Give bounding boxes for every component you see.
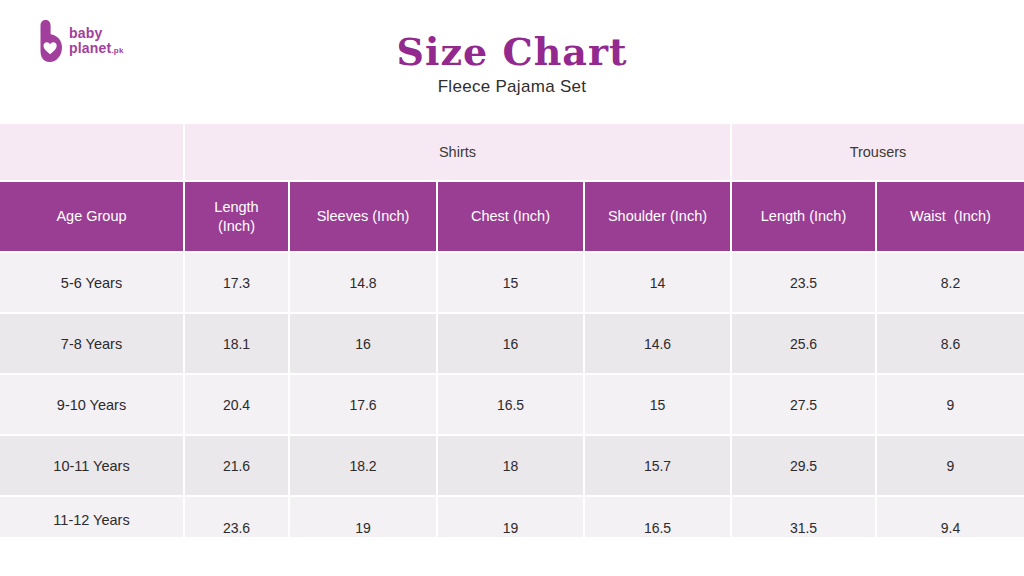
value-cell: 23.5 <box>732 253 875 312</box>
table-row: 10-11 Years 21.6 18.2 18 15.7 29.5 9 <box>0 436 1024 495</box>
value-cell: 8.6 <box>877 314 1024 373</box>
column-header-age-group: Age Group <box>0 182 183 251</box>
value-cell: 29.5 <box>732 436 875 495</box>
value-cell: 31.5 <box>732 497 875 537</box>
column-header-shoulder: Shoulder (Inch) <box>585 182 730 251</box>
age-group-cell: 10-11 Years <box>0 436 183 495</box>
value-cell: 20.4 <box>185 375 288 434</box>
column-header-sleeves: Sleeves (Inch) <box>290 182 436 251</box>
value-cell: 9.4 <box>877 497 1024 537</box>
value-cell: 16 <box>438 314 583 373</box>
group-cell-empty <box>0 124 183 180</box>
title-block: Size Chart Fleece Pajama Set <box>0 30 1024 97</box>
column-group-row: Shirts Trousers <box>0 124 1024 180</box>
column-header-row: Age Group Length (Inch) Sleeves (Inch) C… <box>0 182 1024 251</box>
column-header-waist: Waist (Inch) <box>877 182 1024 251</box>
value-cell: 18 <box>438 436 583 495</box>
value-cell: 16 <box>290 314 436 373</box>
value-cell: 27.5 <box>732 375 875 434</box>
age-group-cell: 5-6 Years <box>0 253 183 312</box>
value-cell: 8.2 <box>877 253 1024 312</box>
value-cell: 25.6 <box>732 314 875 373</box>
value-cell: 19 <box>438 497 583 537</box>
column-header-chest: Chest (Inch) <box>438 182 583 251</box>
table-row: 7-8 Years 18.1 16 16 14.6 25.6 8.6 <box>0 314 1024 373</box>
value-cell: 23.6 <box>185 497 288 537</box>
column-header-shirt-length: Length (Inch) <box>185 182 288 251</box>
table-row: 11-12 Years 23.6 19 19 16.5 31.5 9.4 <box>0 497 1024 537</box>
age-group-cell: 7-8 Years <box>0 314 183 373</box>
value-cell: 17.3 <box>185 253 288 312</box>
value-cell: 16.5 <box>585 497 730 537</box>
value-cell: 14 <box>585 253 730 312</box>
page-title: Size Chart <box>0 30 1024 74</box>
value-cell: 18.2 <box>290 436 436 495</box>
value-cell: 18.1 <box>185 314 288 373</box>
group-cell-shirts: Shirts <box>185 124 730 180</box>
age-group-cell: 9-10 Years <box>0 375 183 434</box>
value-cell: 21.6 <box>185 436 288 495</box>
group-cell-trousers: Trousers <box>732 124 1024 180</box>
age-group-cell: 11-12 Years <box>0 497 183 537</box>
value-cell: 15 <box>438 253 583 312</box>
value-cell: 17.6 <box>290 375 436 434</box>
value-cell: 16.5 <box>438 375 583 434</box>
value-cell: 15 <box>585 375 730 434</box>
column-header-trouser-length: Length (Inch) <box>732 182 875 251</box>
value-cell: 19 <box>290 497 436 537</box>
page-subtitle: Fleece Pajama Set <box>0 77 1024 97</box>
size-chart-table: Shirts Trousers Age Group Length (Inch) … <box>0 124 1024 537</box>
value-cell: 14.8 <box>290 253 436 312</box>
value-cell: 15.7 <box>585 436 730 495</box>
value-cell: 9 <box>877 375 1024 434</box>
table-row: 5-6 Years 17.3 14.8 15 14 23.5 8.2 <box>0 253 1024 312</box>
value-cell: 14.6 <box>585 314 730 373</box>
table-row: 9-10 Years 20.4 17.6 16.5 15 27.5 9 <box>0 375 1024 434</box>
value-cell: 9 <box>877 436 1024 495</box>
